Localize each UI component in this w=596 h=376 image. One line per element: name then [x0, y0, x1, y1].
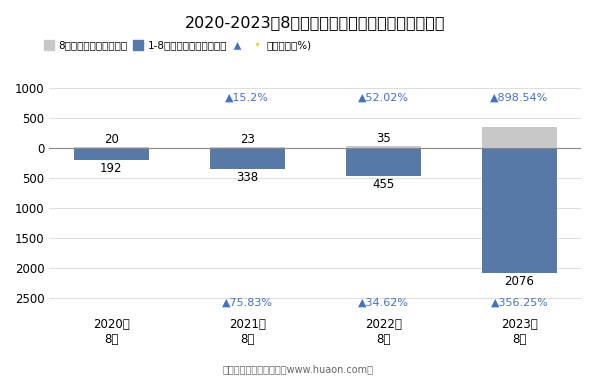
Text: 347: 347	[508, 131, 530, 144]
Bar	[346, 146, 421, 148]
Bar	[482, 127, 557, 148]
Bar	[210, 148, 285, 168]
Bar	[482, 148, 557, 273]
Text: 192: 192	[100, 162, 122, 175]
Text: 338: 338	[236, 171, 258, 183]
Text: 20: 20	[104, 133, 119, 146]
Bar	[74, 147, 148, 148]
Title: 2020-2023年8月郑州商品交易所菜籽粕期权成交量: 2020-2023年8月郑州商品交易所菜籽粕期权成交量	[185, 15, 445, 30]
Legend: 8月期权成交量（万手）, 1-8月期权成交量（万手）, , 同比增长（%): 8月期权成交量（万手）, 1-8月期权成交量（万手）, , 同比增长（%)	[44, 41, 312, 51]
Bar	[210, 147, 285, 148]
Text: 35: 35	[376, 132, 390, 145]
Text: 制图：华经产业研究院（www.huaon.com）: 制图：华经产业研究院（www.huaon.com）	[222, 364, 374, 374]
Text: ▲898.54%: ▲898.54%	[491, 92, 548, 102]
Bar	[346, 148, 421, 176]
Text: 23: 23	[240, 133, 254, 146]
Bar	[74, 148, 148, 160]
Text: ▲52.02%: ▲52.02%	[358, 92, 409, 102]
Text: 455: 455	[372, 177, 395, 191]
Text: 2076: 2076	[504, 275, 535, 288]
Text: ▲356.25%: ▲356.25%	[491, 298, 548, 308]
Text: ▲15.2%: ▲15.2%	[225, 92, 269, 102]
Text: ▲75.83%: ▲75.83%	[222, 298, 273, 308]
Text: ▲34.62%: ▲34.62%	[358, 298, 409, 308]
